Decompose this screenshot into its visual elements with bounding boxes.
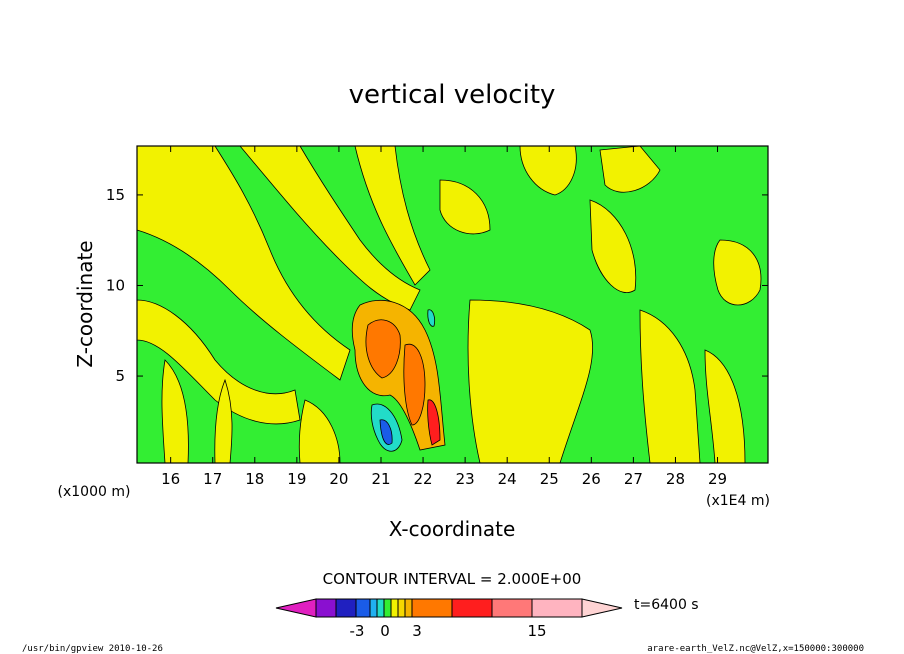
colorbar-segment (404, 598, 413, 618)
x-tick-label: 22 (414, 470, 433, 488)
footer-right: arare-earth_VelZ.nc@VelZ,x=150000:300000 (647, 644, 864, 654)
colorbar-segment (390, 598, 399, 618)
contour-fill-positive (351, 299, 446, 451)
colorbar-segment (451, 598, 493, 618)
colorbar-segment (315, 598, 337, 618)
colorbar-segment (397, 598, 406, 618)
x-unit-label: (x1E4 m) (706, 493, 770, 509)
colorbar-segment (335, 598, 357, 618)
colorbar-segment (531, 598, 583, 618)
x-axis-ticks: 16 17 18 19 20 21 22 23 24 25 26 27 28 29 (161, 146, 727, 488)
x-tick-label: 27 (624, 470, 643, 488)
colorbar (275, 598, 623, 618)
plot-frame (136, 145, 769, 464)
colorbar-segment (581, 598, 623, 618)
colorbar-tick-label: -3 (350, 622, 365, 640)
x-tick-label: 28 (666, 470, 685, 488)
colorbar-segment (275, 598, 317, 618)
x-tick-label: 20 (329, 470, 348, 488)
x-tick-label: 29 (708, 470, 727, 488)
x-tick-label: 16 (161, 470, 180, 488)
y-axis-label: Z-coordinate (73, 240, 97, 367)
x-tick-label: 26 (582, 470, 601, 488)
contour-interval-label: CONTOUR INTERVAL = 2.000E+00 (323, 570, 582, 588)
contour-fill-yellow (136, 145, 762, 464)
x-tick-label: 17 (203, 470, 222, 488)
x-tick-label: 19 (287, 470, 306, 488)
colorbar-tick-labels: -3 0 3 15 (350, 622, 547, 640)
y-axis-ticks: 5 10 15 (106, 186, 768, 385)
x-tick-label: 24 (498, 470, 517, 488)
y-tick-label: 5 (115, 367, 125, 385)
colorbar-segment (369, 598, 378, 618)
x-tick-label: 25 (540, 470, 559, 488)
x-tick-label: 21 (371, 470, 390, 488)
plot-area: 16 17 18 19 20 21 22 23 24 25 26 27 28 29 5 10 15 (106, 145, 769, 488)
colorbar-time-label: t=6400 s (634, 597, 699, 613)
colorbar-segment (491, 598, 533, 618)
y-tick-label: 15 (106, 186, 125, 204)
y-unit-label: (x1000 m) (58, 484, 131, 500)
colorbar-tick-label: 0 (380, 622, 390, 640)
colorbar-tick-label: 15 (527, 622, 546, 640)
colorbar-tick-label: 3 (412, 622, 422, 640)
footer-left: /usr/bin/gpview 2010-10-26 (22, 644, 163, 654)
colorbar-segment (355, 598, 371, 618)
x-axis-label: X-coordinate (389, 517, 516, 541)
colorbar-segment (411, 598, 453, 618)
colorbar-segment (376, 598, 385, 618)
colorbar-segment (383, 598, 392, 618)
x-tick-label: 23 (456, 470, 475, 488)
contour-fill-negative (370, 309, 436, 452)
chart-title: vertical velocity (349, 80, 556, 110)
y-tick-label: 10 (106, 276, 125, 294)
x-tick-label: 18 (245, 470, 264, 488)
